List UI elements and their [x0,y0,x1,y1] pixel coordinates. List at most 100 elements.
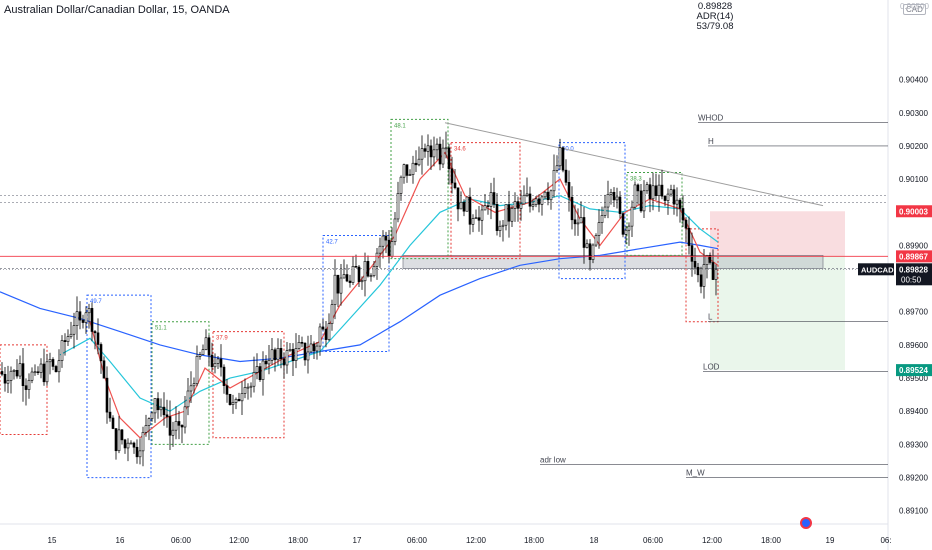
candle-body [228,394,232,405]
candle-body [21,363,25,387]
candle-body [72,325,76,335]
candle [180,424,184,444]
candle-body [426,145,430,152]
candle [309,335,313,353]
candle-body [657,184,661,197]
candle-body [318,326,322,347]
candle [387,229,391,264]
candle-body [492,192,496,205]
candle [174,406,178,440]
candle-body [306,351,310,361]
candle-body [384,235,388,241]
symbol-tag-bg [858,263,894,276]
candle-body [672,189,676,205]
candle [213,353,217,374]
candle [531,198,535,211]
candle [141,426,145,467]
candle-body [645,184,649,192]
candle-body [243,387,247,394]
candle-body [528,193,532,207]
candle [591,243,595,264]
candle [171,421,175,447]
candle-body [666,193,670,201]
y-tick-label: 0.90300 [899,109,928,118]
candle-body [558,147,562,167]
candle [195,345,199,387]
candle-body [0,371,4,375]
candle [663,195,667,207]
candle [237,392,241,402]
candle [612,187,616,208]
session-box-1 [151,321,210,445]
x-tick-label: 12:00 [702,536,723,545]
price-tag-bg [896,205,932,218]
candle [42,348,46,386]
candle [417,146,421,167]
candle [555,155,559,173]
candle [603,194,607,219]
candle-body [570,196,574,221]
candle [111,415,115,430]
candle [528,186,532,213]
candle [351,256,355,285]
candle-body [9,370,13,381]
candle [537,194,541,213]
candle [90,302,94,342]
candle-body [627,225,631,231]
candle-body [549,190,553,201]
candle [498,220,502,238]
candle-body [162,406,166,416]
candle-body [708,255,712,263]
key-level-label-4: adr low [540,455,566,464]
candle [165,399,169,428]
session-box-label-8: 38.3 [630,176,642,182]
candle-body [192,383,196,387]
candle-body [204,337,208,350]
candle-body [537,198,541,205]
candle [297,334,301,350]
candle [579,201,583,224]
candle-body [408,174,412,176]
candle [81,314,85,329]
candle-body [432,149,436,158]
y-tick-label-top: 0.90500 [900,2,929,11]
candle [684,217,688,243]
candle [228,393,232,406]
candle-body [12,370,16,372]
currency-badge[interactable]: CAD [903,4,926,15]
candle-body [585,243,589,248]
candle-body [687,227,691,246]
candle [474,209,478,220]
x-tick-label: 18:00 [288,536,309,545]
candle [621,211,625,238]
candle-body [231,402,235,405]
candle-body [387,239,391,257]
candle-body [630,206,634,227]
candle [225,379,229,403]
candle [687,216,691,255]
candle [699,266,703,294]
x-tick-label: 06:00 [171,536,192,545]
candle [648,177,652,213]
candle [123,438,127,454]
candle-body [327,323,331,340]
candle-body [360,280,364,283]
candle-body [459,201,463,210]
candle [678,197,682,223]
candle [507,190,511,238]
candle [132,441,136,454]
candle-body [465,196,469,212]
candle-body [48,359,52,363]
candle-body [135,446,139,458]
candle-body [246,386,250,389]
candle [549,189,553,210]
candle [543,190,547,200]
candle-body [42,363,46,383]
candle [696,263,700,283]
candle [348,274,352,288]
stats-price: 0.89828 [697,1,733,12]
candle [519,190,523,221]
candle-body [309,343,313,353]
